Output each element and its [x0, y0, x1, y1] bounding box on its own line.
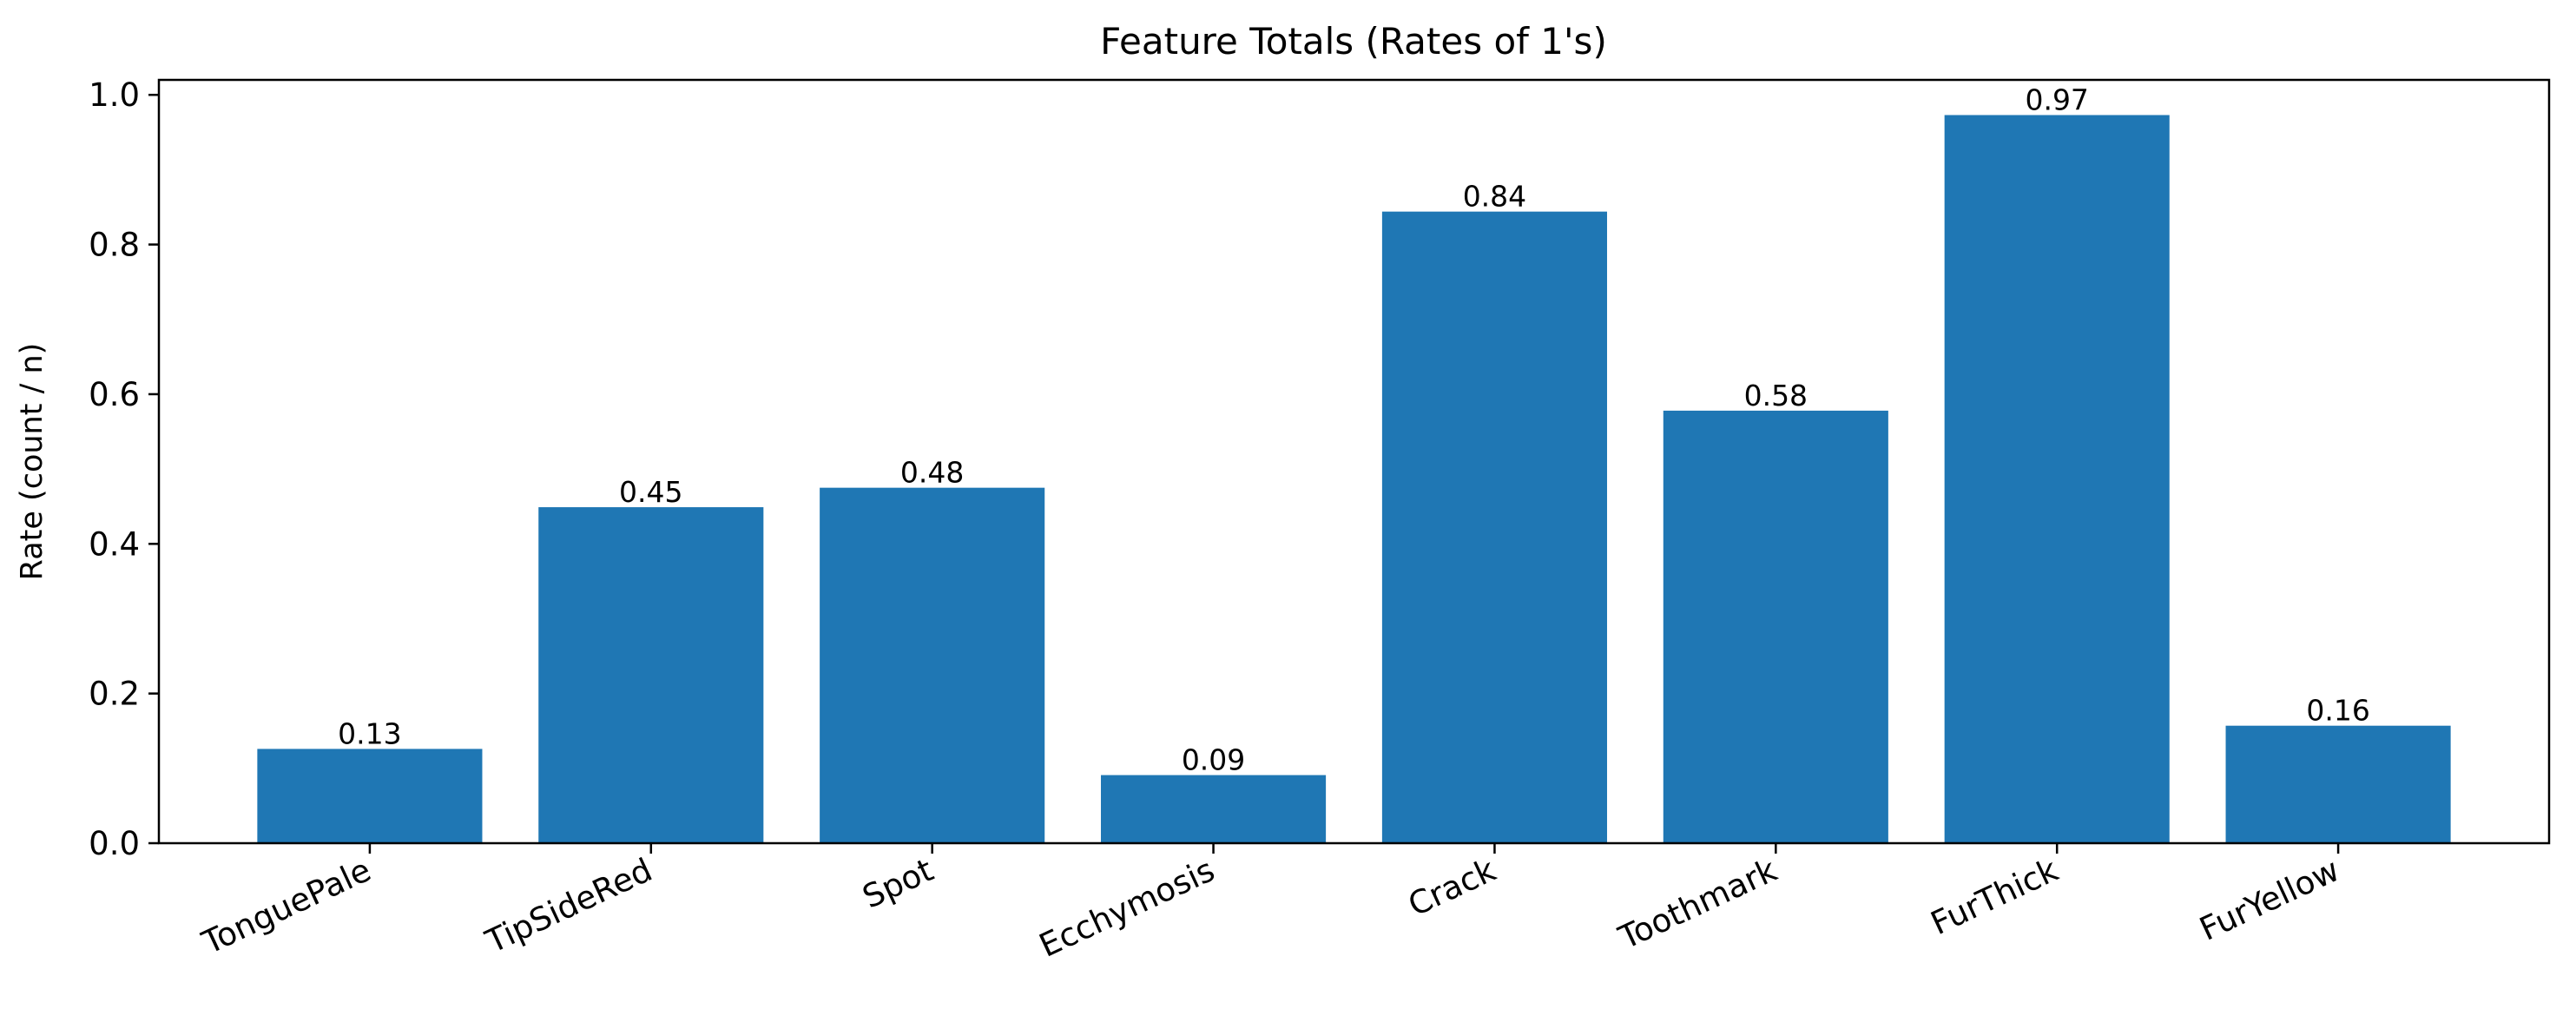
bar-tonguepale	[257, 749, 483, 843]
bar-value-label: 0.48	[900, 456, 964, 490]
bar-value-label: 0.45	[619, 475, 682, 509]
bar-value-label: 0.84	[1463, 180, 1526, 214]
y-tick-label: 0.2	[89, 676, 140, 713]
bar-value-label: 0.13	[338, 716, 401, 750]
x-tick-label: Crack	[1402, 851, 1501, 924]
x-tick-label: FurYellow	[2194, 851, 2345, 948]
x-tick-label: TonguePale	[196, 851, 377, 961]
bar-toothmark	[1663, 410, 1888, 843]
y-tick-label: 1.0	[89, 76, 140, 114]
y-tick-label: 0.6	[89, 376, 140, 413]
bar-value-label: 0.58	[1744, 379, 1808, 412]
x-axis-ticks: TonguePale TipSideRed Spot Ecchymosis Crack T…	[196, 843, 2345, 965]
chart-title: Feature Totals (Rates of 1's)	[1100, 20, 1607, 63]
y-tick-label: 0.8	[89, 227, 140, 264]
x-tick-label: Ecchymosis	[1034, 851, 1221, 965]
bars-group: 0.13 0.45 0.48 0.09 0.84 0.58 0.97 0.16	[257, 83, 2451, 844]
x-tick-label: FurThick	[1925, 851, 2064, 942]
x-tick-label: Toothmark	[1612, 851, 1782, 957]
plot-frame	[157, 78, 2551, 845]
x-tick-label: Spot	[857, 851, 939, 916]
bar-tipsidered	[538, 507, 764, 843]
bar-value-label: 0.16	[2306, 694, 2369, 728]
bar-value-label: 0.09	[1182, 743, 1245, 777]
y-tick-label: 0.0	[89, 825, 140, 862]
x-tick-label: TipSideRed	[479, 851, 657, 960]
bar-spot	[820, 487, 1045, 843]
bar-crack	[1381, 211, 1607, 843]
bar-furyellow	[2225, 725, 2451, 843]
y-axis-ticks: 0.0 0.2 0.4 0.6 0.8 1.0	[89, 76, 159, 862]
bar-furthick	[1944, 115, 2170, 844]
y-axis-label: Rate (count / n)	[15, 343, 49, 581]
bar-value-label: 0.97	[2025, 83, 2088, 117]
y-tick-label: 0.4	[89, 525, 140, 563]
bar-ecchymosis	[1101, 775, 1327, 843]
